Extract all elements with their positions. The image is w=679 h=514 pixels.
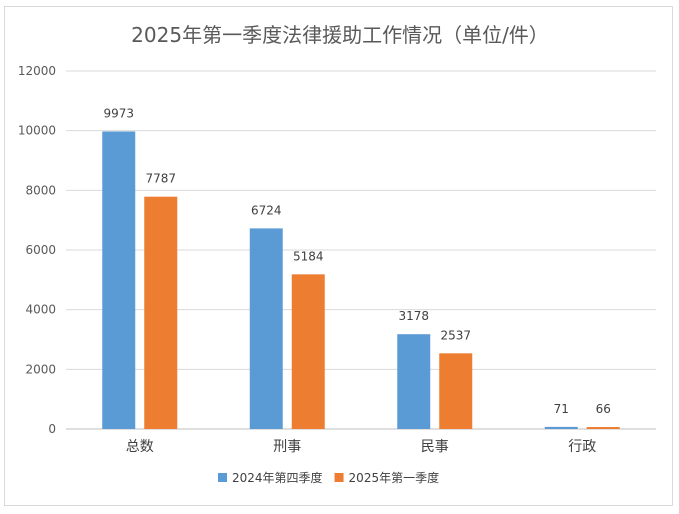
bar [397,334,431,429]
bars [102,131,620,429]
x-category-label: 行政 [568,439,596,455]
y-tick-label: 8000 [25,183,56,197]
bar [102,131,136,429]
y-tick-label: 0 [48,422,56,436]
data-label: 9973 [103,106,134,120]
data-label: 3178 [398,309,429,323]
y-tick-label: 6000 [25,243,56,257]
bar [249,228,283,429]
data-label: 71 [554,402,569,416]
data-label: 7787 [145,172,176,186]
chart-title: 2025年第一季度法律援助工作情况（单位/件） [131,23,549,47]
data-label: 6724 [251,203,282,217]
legend: 2024年第四季度 2025年第一季度 [218,470,439,485]
data-label: 5184 [293,249,324,263]
y-tick-label: 2000 [25,362,56,376]
legend-label: 2025年第一季度 [349,470,440,485]
bar [586,427,620,429]
x-category-label: 刑事 [273,439,301,455]
data-label: 66 [596,402,611,416]
bar [144,196,178,429]
y-axis: 0 2000 4000 6000 8000 10000 12000 [18,64,56,436]
x-category-label: 总数 [126,439,154,455]
y-tick-label: 12000 [18,64,56,78]
legend-swatch [218,473,227,482]
y-tick-label: 4000 [25,303,56,317]
legend-label: 2024年第四季度 [232,470,323,485]
legend-swatch [334,473,344,482]
y-tick-label: 10000 [18,124,56,138]
x-category-label: 民事 [421,439,449,455]
bar [439,353,473,429]
data-label: 2537 [440,328,471,342]
bar [544,426,578,429]
bar [291,274,325,429]
data-labels: 9973 7787 6724 5184 3178 2537 71 66 [103,106,610,416]
x-axis: 总数 刑事 民事 行政 [126,439,597,455]
